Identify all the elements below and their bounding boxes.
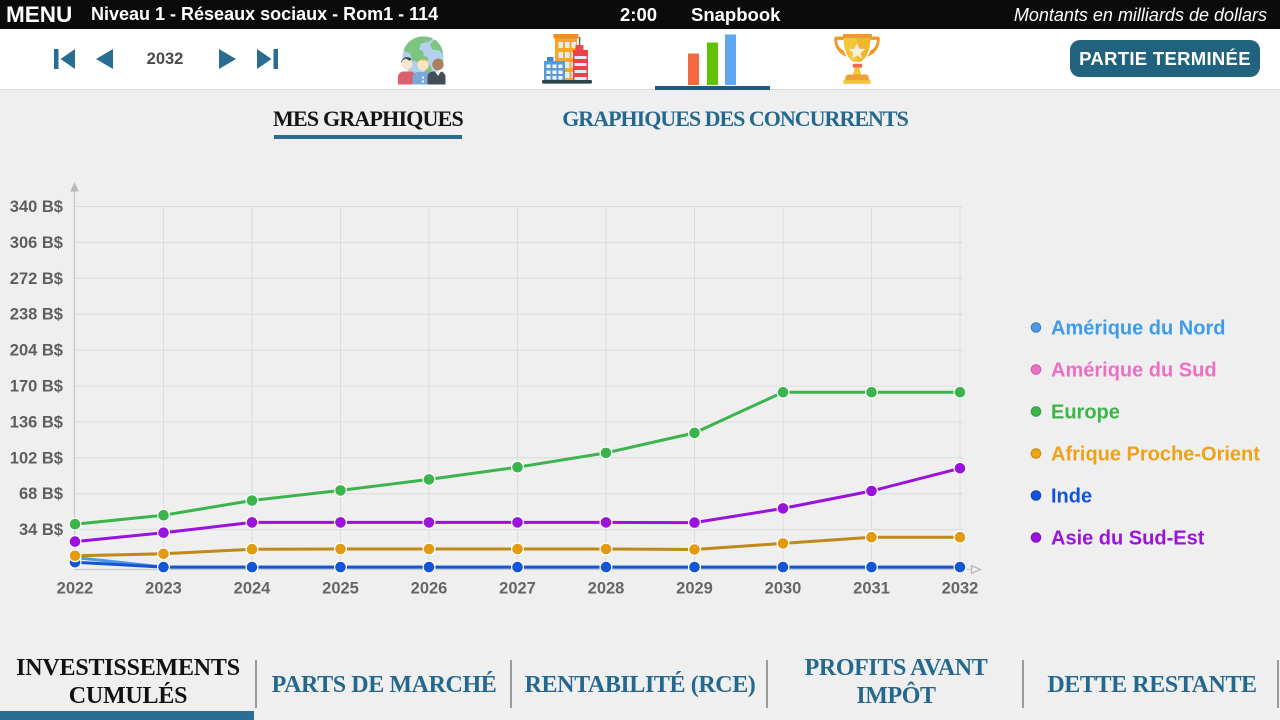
svg-text:2027: 2027	[499, 580, 536, 598]
svg-text:2022: 2022	[57, 580, 94, 598]
svg-text:Amérique du Sud: Amérique du Sud	[1051, 360, 1217, 382]
svg-text:2023: 2023	[145, 580, 182, 598]
svg-text:136 B$: 136 B$	[10, 413, 63, 431]
svg-text:Afrique Proche-Orient: Afrique Proche-Orient	[1051, 444, 1260, 466]
svg-text:306 B$: 306 B$	[10, 234, 63, 252]
svg-text:340 B$: 340 B$	[10, 198, 63, 216]
svg-text:Inde: Inde	[1051, 486, 1092, 508]
svg-text:Amérique du Nord: Amérique du Nord	[1051, 318, 1225, 340]
svg-text:170 B$: 170 B$	[10, 378, 63, 396]
svg-text:Asie du Sud-Est: Asie du Sud-Est	[1051, 528, 1205, 550]
svg-text:2031: 2031	[853, 580, 890, 598]
svg-text:102 B$: 102 B$	[10, 449, 63, 467]
svg-text:2032: 2032	[942, 580, 979, 598]
svg-text:2030: 2030	[765, 580, 802, 598]
svg-text:2029: 2029	[676, 580, 713, 598]
svg-text:2024: 2024	[234, 580, 272, 598]
svg-text:34 B$: 34 B$	[19, 521, 63, 539]
svg-text:2026: 2026	[411, 580, 448, 598]
svg-text:Europe: Europe	[1051, 402, 1120, 424]
svg-text:2028: 2028	[588, 580, 625, 598]
svg-text:68 B$: 68 B$	[19, 485, 63, 503]
svg-text:238 B$: 238 B$	[10, 306, 63, 324]
svg-text:2025: 2025	[322, 580, 359, 598]
svg-text:272 B$: 272 B$	[10, 270, 63, 288]
svg-text:204 B$: 204 B$	[10, 342, 63, 360]
